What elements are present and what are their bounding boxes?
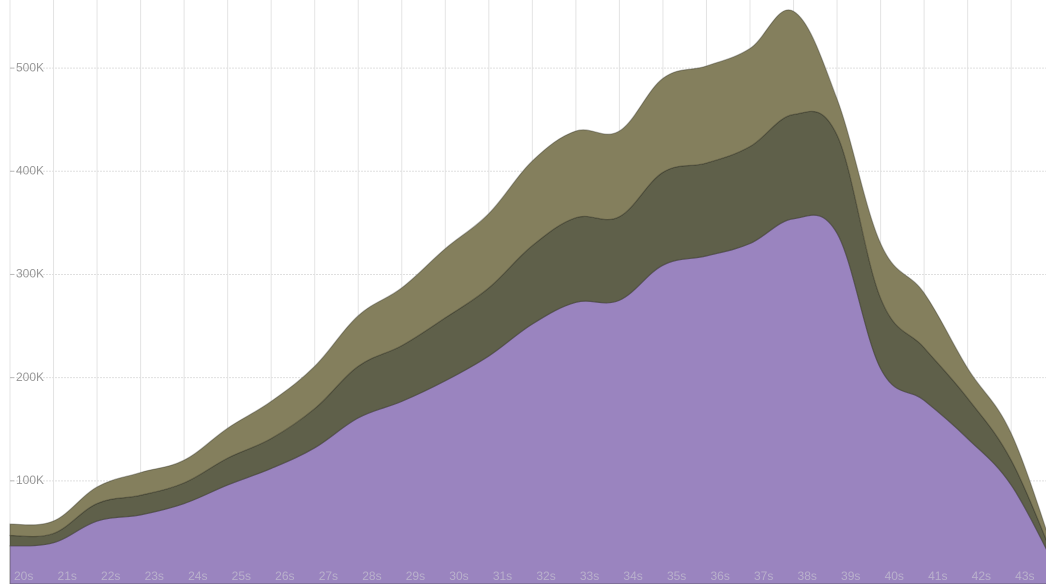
area <box>9 9 1046 541</box>
y-tick-label: 200K <box>16 370 44 384</box>
x-tick-label: 28s <box>362 569 381 583</box>
x-tick-label: 26s <box>275 569 294 583</box>
plot-area <box>9 9 1046 584</box>
x-tick-label: 27s <box>319 569 338 583</box>
x-tick-label: 24s <box>188 569 207 583</box>
y-tick-label: 400K <box>16 163 44 177</box>
x-tick-label: 21s <box>58 569 77 583</box>
y-tick-label: 100K <box>16 473 44 487</box>
x-tick-label: 37s <box>754 569 773 583</box>
area <box>9 110 1046 550</box>
x-tick-label: 22s <box>101 569 120 583</box>
x-tick-label: 35s <box>667 569 686 583</box>
x-tick-label: 39s <box>841 569 860 583</box>
x-tick-label: 32s <box>536 569 555 583</box>
x-tick-label: 38s <box>798 569 817 583</box>
x-tick-label: 30s <box>449 569 468 583</box>
x-tick-label: 29s <box>406 569 425 583</box>
x-tick-label: 41s <box>928 569 947 583</box>
area <box>9 214 1046 584</box>
y-tick-label: 500K <box>16 60 44 74</box>
x-tick-label: 40s <box>885 569 904 583</box>
x-tick-label: 31s <box>493 569 512 583</box>
x-tick-label: 34s <box>623 569 642 583</box>
x-tick-label: 42s <box>972 569 991 583</box>
x-tick-label: 33s <box>580 569 599 583</box>
x-tick-label: 20s <box>14 569 33 583</box>
x-tick-label: 43s <box>1015 569 1034 583</box>
x-tick-label: 23s <box>145 569 164 583</box>
y-tick-label: 300K <box>16 267 44 281</box>
x-tick-label: 36s <box>710 569 729 583</box>
x-tick-label: 25s <box>232 569 251 583</box>
